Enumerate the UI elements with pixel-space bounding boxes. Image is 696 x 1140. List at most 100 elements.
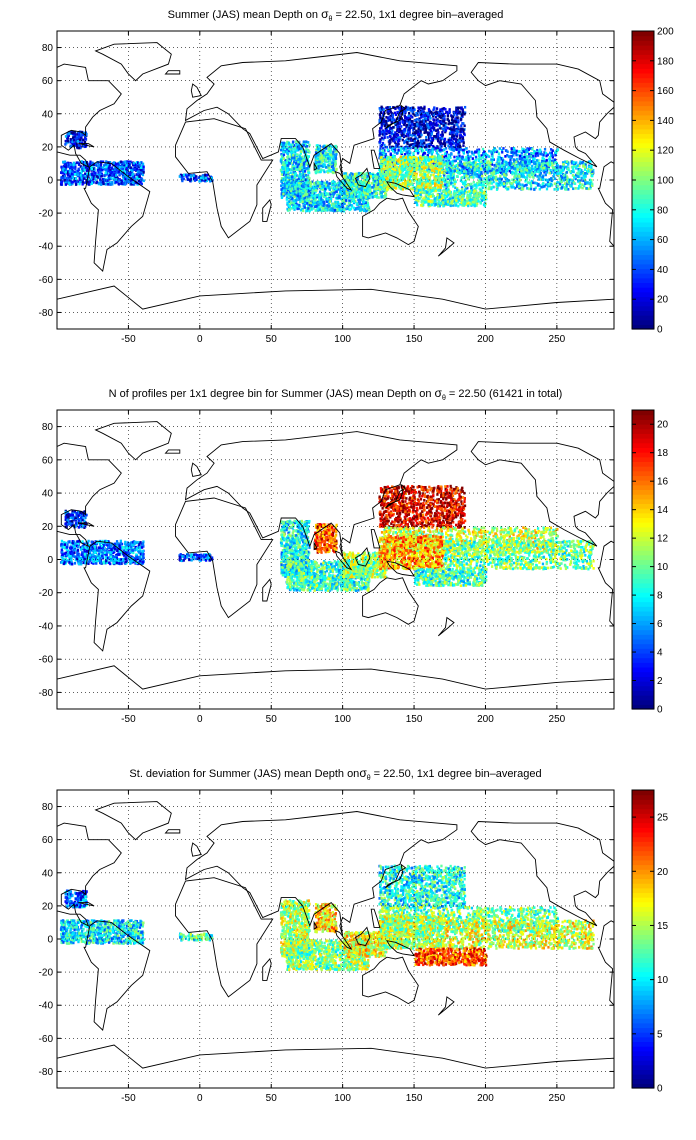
data-cell — [320, 198, 323, 201]
data-cell — [396, 121, 399, 125]
data-cell — [365, 173, 368, 177]
data-cell — [87, 176, 90, 180]
data-cell — [462, 130, 465, 134]
data-cell — [112, 161, 116, 164]
data-cell — [414, 147, 417, 150]
data-cell — [119, 165, 122, 169]
data-cell — [329, 153, 333, 157]
data-cell — [554, 151, 558, 154]
data-cell — [83, 166, 86, 170]
data-cell — [319, 152, 322, 155]
data-cell — [67, 165, 70, 168]
data-cell — [210, 176, 213, 180]
data-cell — [460, 113, 463, 117]
data-cell — [463, 132, 466, 135]
data-cell — [352, 191, 356, 195]
data-cell — [424, 145, 428, 149]
data-cell — [524, 164, 528, 168]
data-cell — [320, 154, 324, 158]
data-cell — [368, 208, 371, 212]
data-cell — [442, 169, 445, 173]
data-cell — [448, 137, 452, 140]
data-cell — [438, 141, 441, 144]
data-cell — [327, 146, 330, 150]
data-cell — [337, 204, 340, 208]
data-cell — [385, 116, 388, 119]
data-cell — [353, 193, 357, 196]
data-cell — [389, 114, 392, 118]
data-cell — [453, 155, 456, 159]
data-cell — [418, 117, 421, 121]
data-cell — [422, 120, 426, 123]
data-cell — [281, 143, 284, 147]
data-cell — [138, 175, 141, 178]
data-cell — [283, 161, 287, 164]
data-cell — [419, 120, 422, 124]
data-cell — [92, 167, 95, 171]
data-cell — [122, 182, 125, 185]
data-cell — [74, 181, 77, 184]
data-cell — [284, 158, 287, 162]
data-cell — [397, 136, 400, 140]
data-cell — [316, 180, 319, 184]
data-cell — [549, 168, 552, 172]
data-cell — [402, 129, 405, 133]
data-cell — [294, 150, 297, 154]
data-cell — [497, 155, 500, 159]
data-cell — [402, 134, 405, 138]
data-cell — [422, 151, 426, 155]
data-cell — [362, 196, 365, 199]
data-cell — [379, 115, 382, 118]
data-cell — [379, 140, 382, 143]
data-cell — [455, 135, 459, 138]
data-cell — [298, 196, 301, 199]
data-cell — [282, 157, 286, 160]
data-cell — [108, 163, 112, 167]
data-cell — [111, 170, 114, 174]
data-cell — [309, 191, 313, 194]
data-cell — [387, 109, 390, 113]
data-cell — [381, 162, 384, 165]
data-cell — [91, 172, 94, 176]
data-cell — [408, 120, 412, 124]
data-cell — [343, 196, 346, 199]
data-cell — [390, 137, 393, 141]
data-cell — [297, 145, 300, 148]
data-cell — [449, 131, 452, 135]
data-cell — [357, 207, 360, 211]
data-cell — [472, 165, 475, 168]
data-cell — [68, 169, 72, 173]
data-cell — [332, 180, 335, 183]
data-cell — [323, 149, 326, 153]
data-cell — [198, 179, 201, 183]
data-cell — [83, 177, 86, 180]
data-cell — [532, 157, 535, 161]
data-cell — [301, 191, 304, 195]
data-cell — [518, 169, 521, 173]
data-cell — [313, 202, 316, 206]
data-cell — [444, 130, 447, 134]
data-cell — [400, 147, 403, 150]
data-cell — [435, 129, 438, 132]
data-cell — [550, 151, 553, 155]
data-cell — [72, 161, 76, 165]
data-cell — [354, 199, 357, 203]
data-cell — [327, 208, 331, 212]
data-cell — [60, 182, 63, 186]
data-cell — [403, 120, 406, 124]
data-cell — [280, 180, 283, 183]
data-cell — [310, 208, 313, 211]
data-cell — [325, 200, 329, 203]
data-cell — [551, 154, 554, 157]
data-cell — [424, 113, 427, 117]
data-cell — [349, 207, 353, 211]
data-cell — [120, 181, 123, 184]
data-cell — [80, 141, 84, 145]
data-cell — [415, 118, 419, 121]
data-cell — [439, 116, 443, 119]
data-cell — [450, 121, 454, 125]
data-cell — [401, 138, 404, 142]
data-cell — [310, 204, 313, 208]
data-cell — [452, 137, 456, 141]
data-cell — [312, 181, 316, 185]
